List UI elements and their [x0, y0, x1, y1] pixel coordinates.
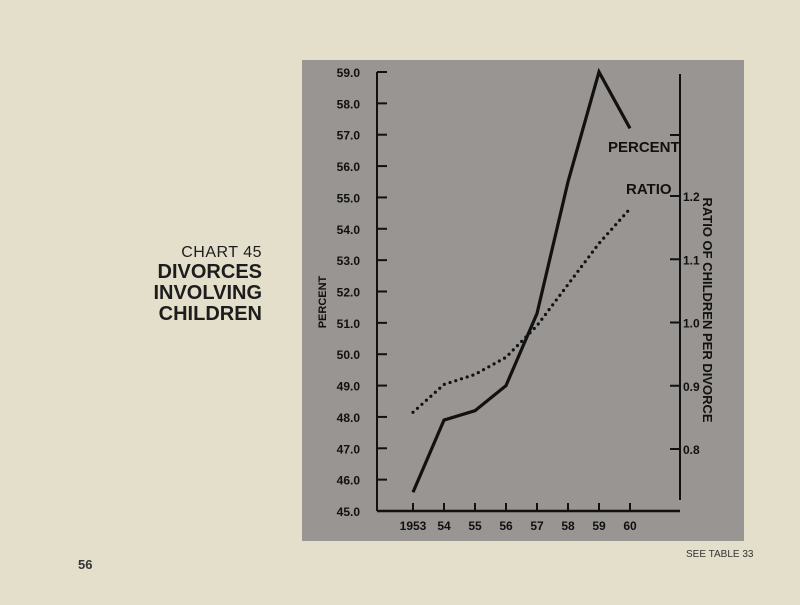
- y-tick-label: 50.0: [337, 348, 361, 362]
- series-label-percent: PERCENT: [608, 139, 680, 156]
- x-axis-ticks: 1953 54 55 56 57 58 59 60: [400, 503, 637, 533]
- y-tick-label: 59.0: [337, 66, 361, 80]
- x-tick-label: 57: [530, 519, 544, 533]
- source-note: SEE TABLE 33: [686, 549, 754, 560]
- chart-title-line-3: CHILDREN: [158, 303, 262, 325]
- y-tick-label: 54.0: [337, 223, 361, 237]
- y-tick-label: 48.0: [337, 411, 361, 425]
- y-tick-label: 58.0: [337, 97, 361, 111]
- x-tick-label: 1953: [400, 519, 427, 533]
- y-tick-label: 49.0: [337, 380, 361, 394]
- y-tick-label: 45.0: [337, 505, 361, 519]
- y2-axis-label: RATIO OF CHILDREN PER DIVORCE: [700, 197, 715, 422]
- series-label-ratio: RATIO: [626, 181, 672, 198]
- y-tick-label: 47.0: [337, 442, 361, 456]
- x-tick-label: 56: [499, 519, 513, 533]
- y2-tick-label: 1.2: [683, 190, 700, 204]
- y2-tick-label: 1.1: [683, 253, 700, 267]
- series-layer: [411, 67, 632, 493]
- page-number: 56: [78, 557, 93, 572]
- y-tick-label: 53.0: [337, 254, 361, 268]
- y-tick-label: 55.0: [337, 191, 361, 205]
- y2-tick-label: 1.0: [683, 317, 700, 331]
- series-line-percent: [411, 67, 632, 493]
- y-axis-ticks: 45.0 46.0 47.0 48.0 49.0 50.0 51.0 52.0 53.0 54.0…: [337, 66, 387, 519]
- y-tick-label: 57.0: [337, 129, 361, 143]
- y-tick-label: 51.0: [337, 317, 361, 331]
- chart-panel: [302, 60, 744, 541]
- y-tick-label: 52.0: [337, 286, 361, 300]
- series-line-ratio: [411, 207, 632, 414]
- chart-number: CHART 45: [181, 244, 262, 261]
- chart-title-line-1: DIVORCES: [157, 261, 262, 283]
- chart-title-line-2: INVOLVING: [153, 282, 262, 304]
- chart-title-block: CHART 45 DIVORCES INVOLVING CHILDREN: [150, 244, 262, 325]
- y2-tick-label: 0.9: [683, 380, 700, 394]
- x-tick-label: 55: [468, 519, 482, 533]
- x-tick-label: 54: [437, 519, 451, 533]
- y2-axis-ticks: 0.8 0.9 1.0 1.1 1.2: [670, 134, 700, 457]
- y2-tick-label: 0.8: [683, 443, 700, 457]
- x-tick-label: 60: [623, 519, 637, 533]
- y-tick-label: 56.0: [337, 160, 361, 174]
- x-tick-label: 59: [592, 519, 606, 533]
- x-tick-label: 58: [561, 519, 575, 533]
- y-tick-label: 46.0: [337, 474, 361, 488]
- y-axis-label: PERCENT: [317, 275, 329, 328]
